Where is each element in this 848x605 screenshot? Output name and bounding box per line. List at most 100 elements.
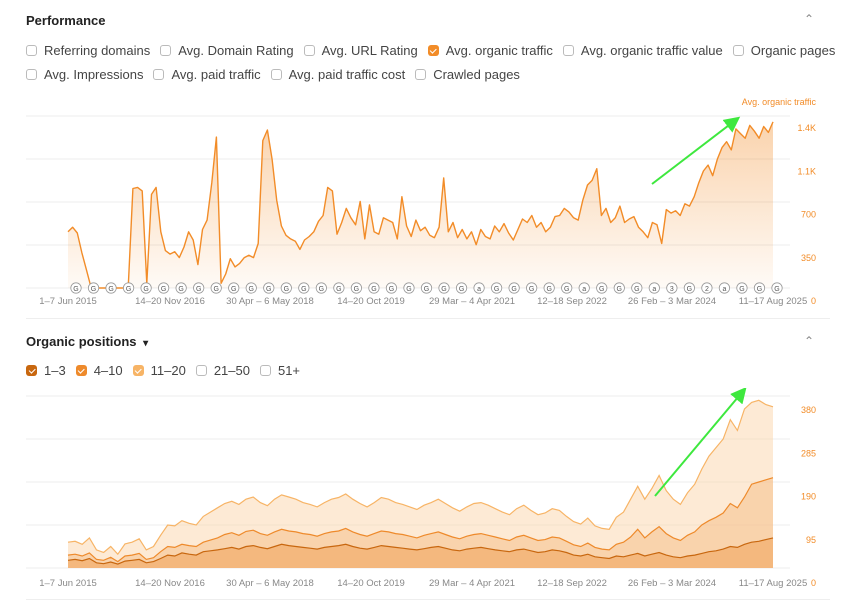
series-area — [68, 121, 773, 289]
update-marker[interactable]: G — [526, 282, 538, 294]
update-marker-label: G — [617, 286, 622, 293]
checkbox-4-10[interactable]: 4–10 — [75, 363, 123, 378]
series-line-4-10[interactable] — [67, 477, 774, 563]
x-tick-label: 30 Apr – 6 May 2018 — [226, 578, 314, 589]
update-marker-label: G — [178, 286, 183, 293]
checkbox-checked-icon — [26, 365, 37, 376]
update-marker[interactable]: G — [683, 282, 695, 294]
update-marker[interactable]: a — [648, 282, 660, 294]
checkbox-avg-paid-traffic-cost[interactable]: Avg. paid traffic cost — [270, 67, 405, 82]
update-marker[interactable]: G — [140, 282, 152, 294]
update-marker[interactable]: G — [771, 282, 783, 294]
bottom-divider — [26, 599, 830, 600]
update-marker[interactable]: G — [105, 282, 117, 294]
update-marker[interactable]: G — [736, 282, 748, 294]
update-marker[interactable]: G — [70, 282, 82, 294]
checkbox-avg-url-rating[interactable]: Avg. URL Rating — [303, 43, 418, 58]
update-marker[interactable]: G — [438, 282, 450, 294]
y-tick-label: 285 — [801, 448, 816, 458]
series-line-11-20[interactable] — [67, 399, 774, 556]
update-marker[interactable]: 3 — [666, 282, 678, 294]
update-marker[interactable]: G — [333, 282, 345, 294]
update-marker[interactable]: G — [490, 282, 503, 294]
checkbox-label: Organic pages — [750, 43, 836, 58]
update-marker-label: G — [249, 286, 254, 293]
update-marker[interactable]: G — [245, 282, 257, 294]
checkbox-21-50[interactable]: 21–50 — [195, 363, 250, 378]
update-marker-label: G — [494, 286, 499, 293]
checkbox-crawled-pages[interactable]: Crawled pages — [415, 67, 520, 82]
trend-arrow — [654, 388, 747, 497]
checkbox-11-20[interactable]: 11–20 — [132, 363, 186, 378]
positions-title-label: Organic positions — [26, 334, 137, 349]
checkbox-avg-impressions[interactable]: Avg. Impressions — [26, 67, 143, 82]
update-marker-label: G — [406, 286, 411, 293]
update-marker[interactable]: G — [87, 282, 100, 294]
y-tick-label: 190 — [801, 492, 816, 502]
update-marker[interactable]: G — [596, 282, 608, 294]
checkbox-avg-organic-traffic[interactable]: Avg. organic traffic — [427, 43, 553, 58]
update-marker-label: a — [477, 286, 481, 293]
update-marker-label: G — [389, 286, 394, 293]
x-tick-label: 26 Feb – 3 Mar 2024 — [628, 578, 716, 589]
update-marker[interactable]: G — [175, 282, 187, 294]
update-marker-label: G — [511, 286, 516, 293]
x-tick-label: 1–7 Jun 2015 — [39, 296, 97, 307]
checkbox-empty-icon — [153, 69, 165, 80]
update-marker[interactable]: G — [228, 282, 240, 294]
y-tick-label: 0 — [811, 296, 816, 306]
update-marker[interactable]: G — [455, 282, 468, 294]
update-marker[interactable]: G — [543, 282, 555, 294]
update-marker[interactable]: G — [420, 282, 433, 294]
update-marker[interactable]: G — [508, 282, 520, 294]
checkbox-avg-domain-rating[interactable]: Avg. Domain Rating — [160, 43, 294, 58]
update-marker[interactable]: G — [122, 282, 135, 294]
positions-chart: 0 95 190 285 380 1–7 Jun 2015 14–20 Nov 2016 3… — [26, 388, 816, 589]
checkbox-referring-domains[interactable]: Referring domains — [26, 43, 150, 58]
y-tick-label: 95 — [806, 535, 816, 545]
checkbox-label: Avg. organic traffic — [445, 43, 553, 58]
update-marker[interactable]: G — [280, 282, 292, 294]
update-marker[interactable]: G — [263, 282, 275, 294]
checkbox-label: Avg. Impressions — [44, 67, 144, 82]
update-marker[interactable]: G — [350, 282, 362, 294]
series-line-1-3[interactable] — [67, 537, 774, 565]
update-marker[interactable]: 2 — [701, 282, 713, 294]
update-marker-label: G — [354, 286, 359, 293]
y-tick-label: 1.1K — [797, 166, 816, 176]
update-marker-label: a — [722, 286, 726, 293]
update-marker[interactable]: G — [403, 282, 415, 294]
update-marker-label: G — [301, 286, 306, 293]
update-marker[interactable]: G — [368, 282, 380, 294]
update-marker[interactable]: G — [385, 282, 398, 294]
checkbox-1-3[interactable]: 1–3 — [26, 363, 66, 378]
update-marker[interactable]: a — [718, 282, 731, 294]
update-marker[interactable]: G — [298, 282, 310, 294]
update-marker[interactable]: G — [753, 282, 766, 294]
checkbox-avg-organic-traffic-value[interactable]: Avg. organic traffic value — [562, 43, 723, 58]
update-marker-label: G — [231, 286, 236, 293]
performance-collapse-icon[interactable]: ⌃ — [804, 12, 815, 26]
positions-collapse-icon[interactable]: ⌃ — [804, 334, 815, 348]
update-marker[interactable]: G — [158, 282, 170, 294]
update-marker[interactable]: G — [561, 282, 573, 294]
update-marker[interactable]: G — [315, 282, 327, 294]
checkbox-organic-pages[interactable]: Organic pages — [732, 43, 836, 58]
update-marker[interactable]: G — [613, 282, 625, 294]
update-marker[interactable]: G — [193, 282, 205, 294]
chevron-down-icon: ▾ — [143, 338, 149, 349]
checkbox-label: Avg. Domain Rating — [178, 43, 294, 58]
update-marker[interactable]: a — [578, 282, 590, 294]
positions-title[interactable]: Organic positions ▾ — [26, 334, 148, 349]
checkbox-avg-paid-traffic[interactable]: Avg. paid traffic — [153, 67, 261, 82]
performance-title: Performance — [26, 13, 106, 28]
update-marker-label: G — [634, 286, 639, 293]
update-marker[interactable]: a — [473, 282, 485, 294]
checkbox-51[interactable]: 51+ — [259, 363, 300, 378]
y-tick-label: 380 — [801, 405, 816, 415]
update-marker[interactable]: G — [631, 282, 643, 294]
update-marker-label: G — [546, 286, 551, 293]
y-tick-label: 700 — [801, 210, 816, 220]
update-marker[interactable]: G — [210, 282, 222, 294]
series-line-avg-organic-traffic[interactable] — [67, 121, 774, 289]
